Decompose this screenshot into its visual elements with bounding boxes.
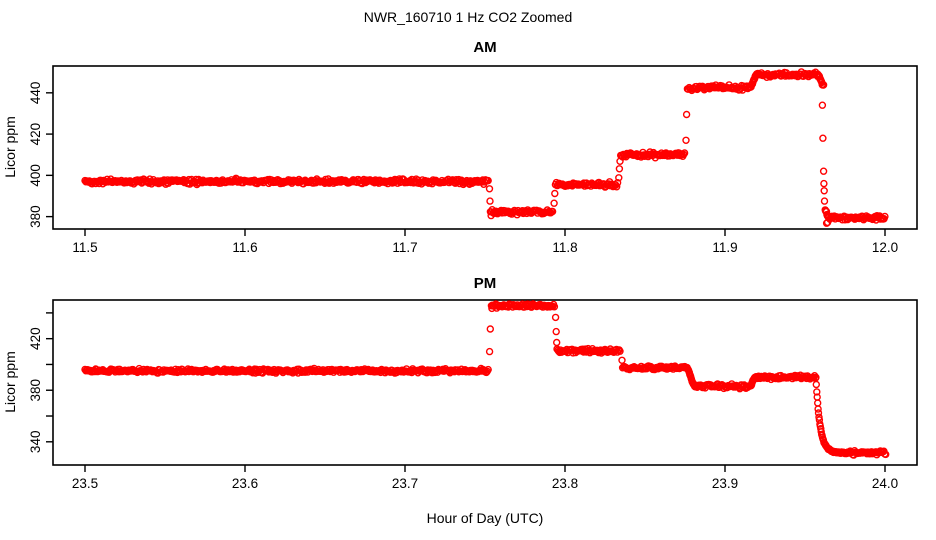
y-tick-label: 420 (28, 327, 43, 350)
x-axis-label: Hour of Day (UTC) (427, 510, 544, 526)
pm-panel: 23.5 23.6 23.7 23.8 23.9 24.0 340 380 420 (28, 299, 918, 491)
am-panel-title: AM (473, 39, 496, 56)
y-tick-label: 340 (28, 431, 43, 454)
x-tick-label: 11.6 (232, 240, 257, 255)
x-tick-label: 11.5 (72, 240, 97, 255)
am-panel: 11.5 11.6 11.7 11.8 11.9 12.0 380 400 420 440 (28, 65, 918, 255)
y-tick-label: 380 (28, 205, 43, 228)
x-tick-label: 23.9 (712, 476, 738, 491)
y-tick-label: 380 (28, 379, 43, 402)
x-tick-label: 11.9 (712, 240, 737, 255)
y-tick-label: 400 (28, 164, 43, 187)
x-tick-label: 23.7 (392, 476, 418, 491)
plot-title: NWR_160710 1 Hz CO2 Zoomed (364, 9, 573, 25)
x-tick-label: 23.5 (72, 476, 98, 491)
x-tick-label: 11.8 (552, 240, 577, 255)
am-y-axis-label: Licor ppm (2, 116, 18, 177)
x-tick-label: 23.8 (552, 476, 578, 491)
x-tick-label: 23.6 (232, 476, 258, 491)
data-points (81, 300, 890, 459)
pm-panel-title: PM (474, 275, 497, 292)
y-tick-label: 440 (28, 82, 43, 105)
pm-y-axis-label: Licor ppm (2, 351, 18, 412)
x-tick-label: 11.7 (392, 240, 417, 255)
x-tick-label: 12.0 (872, 240, 898, 255)
x-tick-label: 24.0 (872, 476, 898, 491)
data-points (81, 68, 889, 227)
plot-box (52, 65, 918, 230)
plot-box (52, 299, 918, 466)
y-tick-label: 420 (28, 123, 43, 146)
